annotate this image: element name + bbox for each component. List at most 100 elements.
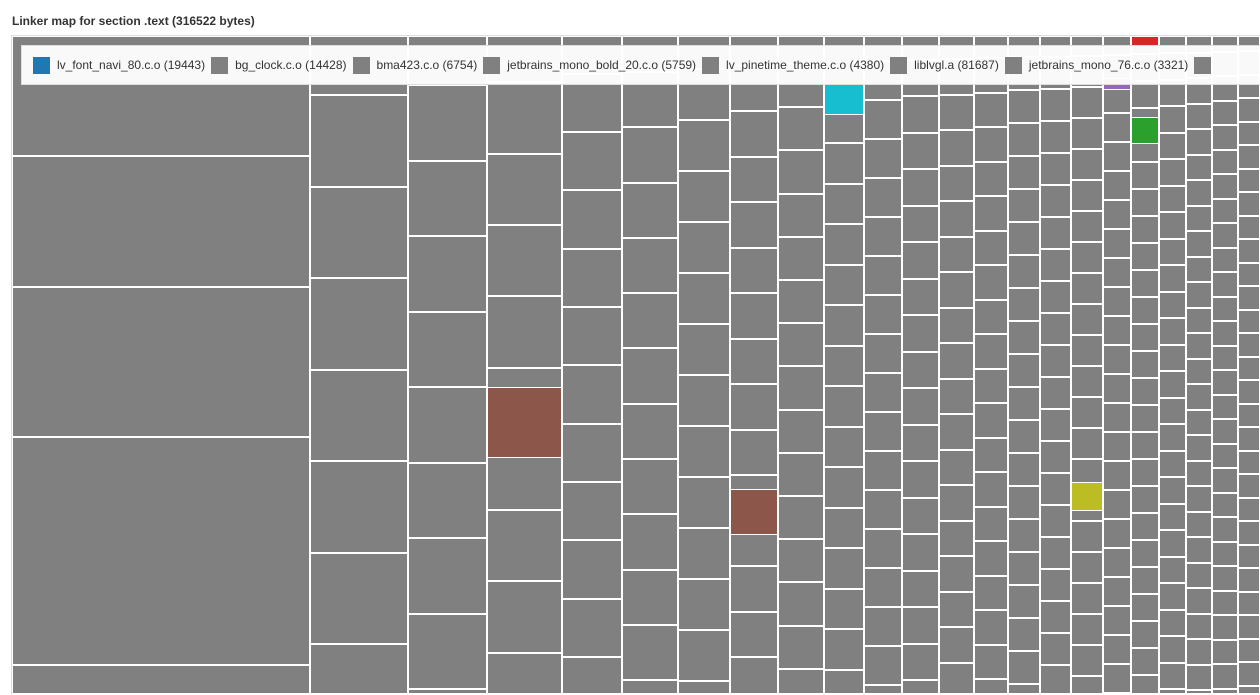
treemap-cell[interactable]: [1212, 345, 1238, 371]
treemap-cell[interactable]: [778, 582, 824, 626]
treemap-cell[interactable]: [1071, 366, 1103, 398]
treemap-cell[interactable]: [778, 409, 824, 453]
treemap-cell[interactable]: [1008, 288, 1040, 322]
treemap-cell[interactable]: [864, 490, 902, 530]
treemap-cell[interactable]: [678, 579, 730, 631]
treemap-cell[interactable]: [864, 100, 902, 140]
treemap-cell[interactable]: [939, 378, 974, 415]
treemap-cell[interactable]: [824, 588, 864, 630]
treemap-cell[interactable]: [1186, 537, 1212, 563]
treemap-cell[interactable]: [1186, 154, 1212, 181]
treemap-cell[interactable]: [1238, 215, 1260, 240]
treemap-cell[interactable]: [1103, 286, 1131, 316]
treemap-cell[interactable]: [622, 237, 678, 294]
treemap-cell[interactable]: [939, 272, 974, 308]
treemap-cell[interactable]: [1040, 312, 1071, 345]
treemap-cell[interactable]: [864, 529, 902, 569]
treemap-cell[interactable]: [1186, 435, 1212, 461]
treemap-cell[interactable]: [902, 96, 939, 133]
treemap-cell[interactable]: [1131, 296, 1159, 324]
legend-item[interactable]: lv_pinetime_theme.c.o (4380): [702, 56, 884, 74]
treemap-cell[interactable]: [1131, 593, 1159, 621]
treemap-cell[interactable]: [310, 95, 408, 187]
treemap-cell[interactable]: [824, 467, 864, 508]
treemap-cell[interactable]: [1238, 98, 1260, 122]
treemap-cell[interactable]: [408, 85, 487, 161]
treemap-cell[interactable]: [310, 186, 408, 279]
treemap-cell[interactable]: [974, 334, 1008, 369]
treemap-cell[interactable]: [974, 127, 1008, 162]
treemap-cell[interactable]: [1159, 530, 1186, 557]
treemap-cell[interactable]: [1008, 420, 1040, 454]
treemap-cell[interactable]: [1186, 256, 1212, 283]
treemap-cell[interactable]: [902, 680, 939, 694]
treemap-cell[interactable]: [1103, 547, 1131, 577]
treemap-cell[interactable]: [1131, 647, 1159, 675]
treemap-cell[interactable]: [824, 669, 864, 694]
treemap-cell[interactable]: [1131, 620, 1159, 648]
treemap-cell[interactable]: [974, 403, 1008, 438]
treemap-cell[interactable]: [1131, 161, 1159, 189]
treemap-cell[interactable]: [1212, 125, 1238, 150]
treemap-cell[interactable]: [1212, 394, 1238, 420]
treemap-cell[interactable]: [974, 161, 1008, 197]
treemap-cell[interactable]: [1212, 468, 1238, 493]
treemap-cell[interactable]: [902, 607, 939, 644]
treemap-cell[interactable]: [1008, 156, 1040, 190]
treemap-cell[interactable]: [487, 581, 562, 653]
treemap-cell[interactable]: [562, 656, 622, 694]
treemap-cell[interactable]: [902, 424, 939, 462]
treemap-cell[interactable]: [408, 538, 487, 614]
treemap-cell[interactable]: [864, 568, 902, 608]
treemap-cell[interactable]: [1103, 170, 1131, 200]
treemap-cell[interactable]: [1238, 615, 1260, 639]
treemap-cell[interactable]: [1159, 238, 1186, 266]
treemap-cell[interactable]: [1071, 211, 1103, 243]
treemap-cell[interactable]: [1103, 344, 1131, 374]
treemap-cell[interactable]: [310, 644, 408, 694]
treemap-cell[interactable]: [562, 423, 622, 482]
treemap-cell[interactable]: [1186, 511, 1212, 538]
treemap-cell[interactable]: [778, 323, 824, 367]
treemap-cell[interactable]: [824, 224, 864, 265]
treemap-cell[interactable]: [902, 497, 939, 535]
treemap-cell[interactable]: [1103, 112, 1131, 142]
treemap-cell[interactable]: [1131, 458, 1159, 486]
treemap-cell[interactable]: [1212, 198, 1238, 224]
treemap-cell[interactable]: [864, 373, 902, 413]
treemap-cell[interactable]: [1186, 282, 1212, 308]
treemap-cell[interactable]: [939, 662, 974, 694]
treemap-cell[interactable]: [1040, 120, 1071, 153]
treemap-cell[interactable]: [1040, 504, 1071, 537]
treemap-cell[interactable]: [1159, 556, 1186, 584]
treemap-cell[interactable]: [939, 165, 974, 202]
treemap-cell[interactable]: [678, 273, 730, 325]
treemap-cell[interactable]: [562, 540, 622, 599]
treemap-cell[interactable]: [562, 190, 622, 249]
treemap-cell[interactable]: [1008, 585, 1040, 619]
treemap-cell[interactable]: [1186, 562, 1212, 589]
treemap-cell[interactable]: [1212, 419, 1238, 444]
treemap-cell[interactable]: [974, 472, 1008, 507]
treemap-cell[interactable]: [678, 426, 730, 478]
treemap-cell[interactable]: [1238, 662, 1260, 686]
treemap-cell[interactable]: [1186, 664, 1212, 691]
treemap-cell[interactable]: [974, 230, 1008, 266]
treemap-cell[interactable]: [939, 94, 974, 131]
treemap-cell[interactable]: [824, 183, 864, 225]
treemap-cell[interactable]: [1008, 552, 1040, 586]
treemap-cell[interactable]: [824, 386, 864, 427]
treemap-cell[interactable]: [1008, 255, 1040, 289]
treemap-cell[interactable]: [1071, 304, 1103, 336]
treemap-cell[interactable]: [974, 610, 1008, 645]
treemap-cell[interactable]: [1186, 588, 1212, 614]
treemap-cell[interactable]: [1071, 552, 1103, 584]
treemap-cell[interactable]: [1131, 350, 1159, 378]
treemap-cell[interactable]: [1008, 651, 1040, 685]
treemap-cell[interactable]: [1186, 103, 1212, 130]
treemap-cell[interactable]: [1040, 376, 1071, 409]
treemap-cell[interactable]: [1186, 307, 1212, 334]
treemap-cell[interactable]: [622, 680, 678, 694]
treemap-cell[interactable]: [1071, 645, 1103, 677]
treemap-cell[interactable]: [778, 150, 824, 194]
